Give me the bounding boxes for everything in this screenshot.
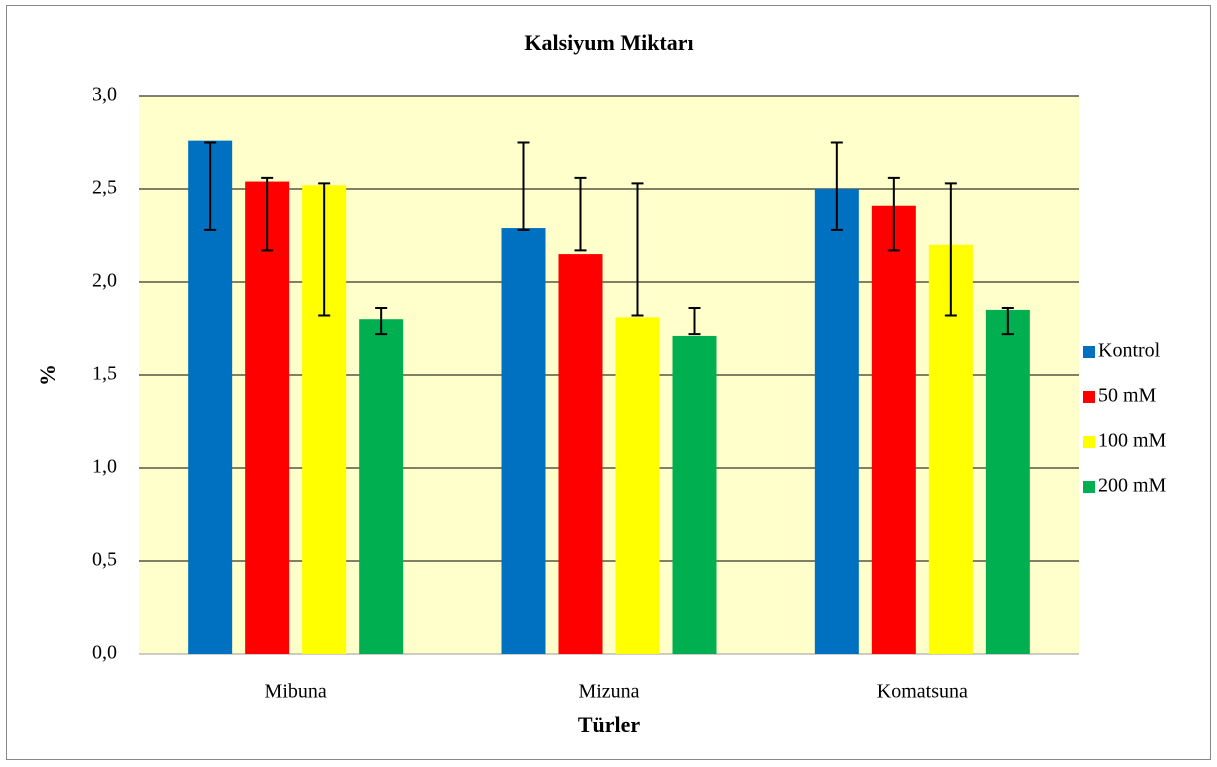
legend-label: Kontrol bbox=[1098, 340, 1161, 362]
error-bar bbox=[631, 182, 644, 317]
chart-title: Kalsiyum Miktarı bbox=[524, 30, 693, 55]
y-tick-label: 2,5 bbox=[92, 177, 117, 199]
bar bbox=[814, 189, 859, 654]
error-bar bbox=[204, 141, 217, 231]
y-tick-label: 0,0 bbox=[92, 642, 117, 664]
x-axis-label: Türler bbox=[578, 712, 641, 737]
bar bbox=[615, 317, 660, 654]
bar bbox=[871, 205, 916, 655]
y-tick-label: 1,0 bbox=[92, 456, 117, 478]
bar bbox=[359, 319, 404, 654]
error-bar bbox=[887, 176, 900, 252]
y-tick-label: 0,5 bbox=[92, 549, 117, 571]
legend-label: 50 mM bbox=[1098, 385, 1157, 407]
legend-swatch bbox=[1083, 436, 1095, 448]
error-bar bbox=[375, 307, 388, 336]
legend-swatch bbox=[1083, 391, 1095, 403]
error-bar bbox=[944, 182, 957, 317]
y-tick-label: 1,5 bbox=[92, 363, 117, 385]
x-tick-label: Komatsuna bbox=[877, 681, 968, 703]
bar bbox=[672, 335, 717, 654]
legend-swatch bbox=[1083, 481, 1095, 493]
bar bbox=[985, 309, 1030, 654]
bar bbox=[245, 181, 290, 654]
bar bbox=[558, 254, 603, 654]
legend-label: 100 mM bbox=[1098, 430, 1167, 452]
error-bar bbox=[1001, 307, 1014, 336]
bar bbox=[501, 228, 546, 654]
x-tick-label: Mizuna bbox=[578, 681, 639, 703]
legend-label: 200 mM bbox=[1098, 475, 1167, 497]
error-bar bbox=[574, 176, 587, 252]
error-bar bbox=[688, 307, 701, 336]
error-bar bbox=[261, 176, 274, 252]
y-axis-label: % bbox=[35, 364, 60, 386]
y-tick-label: 3,0 bbox=[92, 84, 117, 106]
legend-swatch bbox=[1083, 346, 1095, 358]
error-bar bbox=[517, 141, 530, 231]
y-tick-label: 2,0 bbox=[92, 270, 117, 292]
error-bar bbox=[318, 182, 331, 317]
x-tick-label: Mibuna bbox=[265, 681, 327, 703]
error-bar bbox=[830, 141, 843, 231]
